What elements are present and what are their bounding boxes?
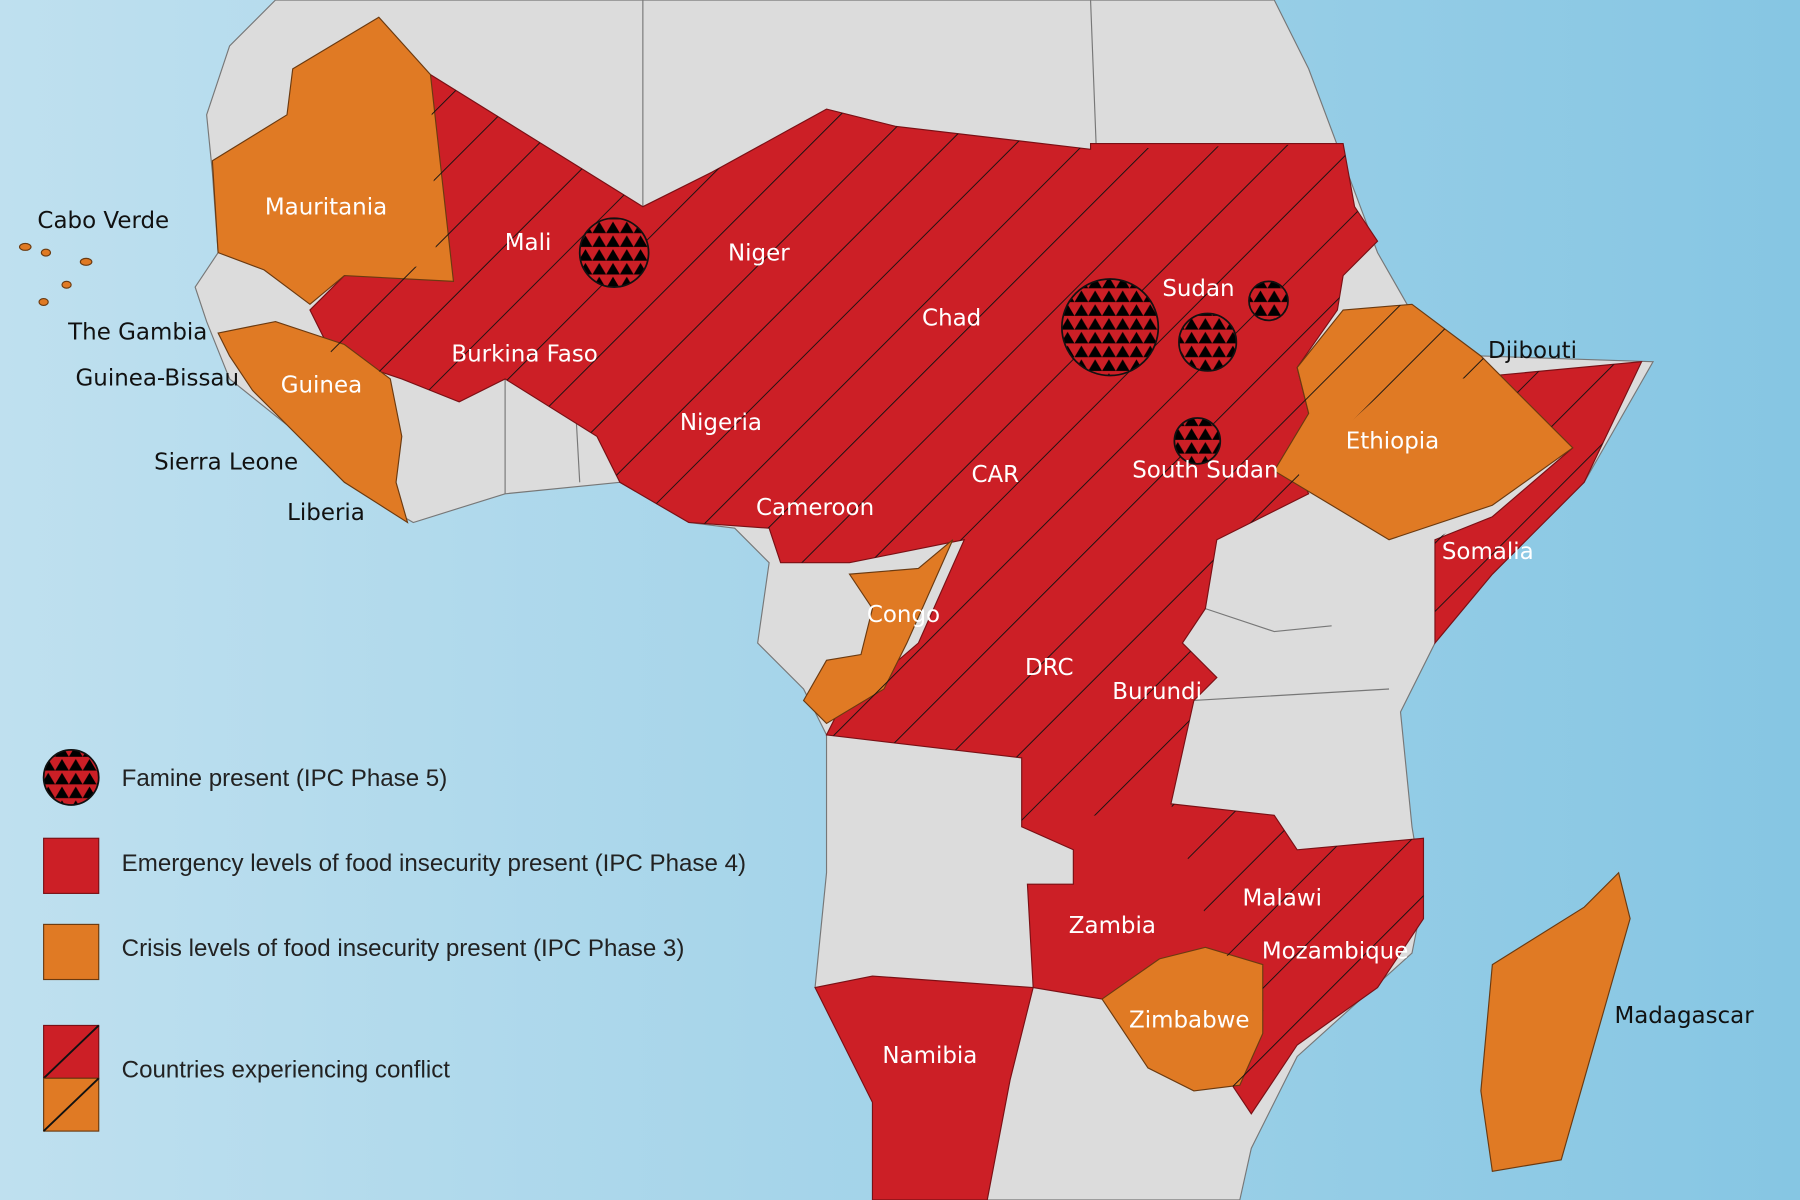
famine-marker bbox=[1061, 278, 1160, 377]
country-label: Chad bbox=[922, 306, 981, 332]
country-label: Burkina Faso bbox=[451, 341, 597, 367]
land-lines bbox=[504, 0, 1390, 702]
country-labels: Cabo Verde The Gambia Guinea-Bissau Sier… bbox=[37, 194, 1754, 1069]
legend-hatch bbox=[42, 1077, 100, 1132]
country-label: Somalia bbox=[1442, 539, 1534, 565]
country-label: Zimbabwe bbox=[1129, 1007, 1250, 1033]
country-label: Zambia bbox=[1069, 913, 1156, 939]
country-label: Burundi bbox=[1112, 679, 1202, 705]
legend-emergency-swatch bbox=[43, 837, 100, 894]
country-label: The Gambia bbox=[67, 320, 207, 346]
country-label: Malawi bbox=[1243, 886, 1322, 912]
conflict-hatch bbox=[309, 74, 1642, 1114]
country-label: Mali bbox=[505, 230, 552, 256]
legend-label: Famine present (IPC Phase 5) bbox=[122, 765, 448, 792]
legend-label: Crisis levels of food insecurity present… bbox=[122, 935, 685, 962]
country-label: Niger bbox=[728, 240, 790, 266]
country-label: Congo bbox=[867, 602, 940, 628]
country-label: DRC bbox=[1025, 655, 1074, 681]
legend-famine-swatch bbox=[42, 748, 100, 806]
legend-hatch bbox=[42, 1024, 100, 1079]
country-label: Sierra Leone bbox=[154, 449, 298, 475]
country-label: Guinea-Bissau bbox=[75, 365, 239, 391]
country-label: Namibia bbox=[882, 1043, 977, 1069]
country-label: Sudan bbox=[1162, 276, 1234, 302]
legend-label: Countries experiencing conflict bbox=[122, 1057, 451, 1084]
islands bbox=[18, 242, 93, 307]
country-label: South Sudan bbox=[1132, 457, 1278, 483]
famine-marker bbox=[1173, 417, 1222, 465]
famine-markers bbox=[578, 217, 1289, 465]
country-label: Cabo Verde bbox=[37, 208, 169, 234]
famine-marker bbox=[1178, 312, 1238, 372]
famine-marker bbox=[578, 217, 650, 288]
country-label: Mauritania bbox=[265, 194, 387, 220]
country-label: Guinea bbox=[281, 372, 362, 398]
country-label: Ethiopia bbox=[1346, 429, 1439, 455]
famine-marker bbox=[1248, 280, 1289, 322]
country-label: Nigeria bbox=[680, 410, 762, 436]
country-label: Madagascar bbox=[1614, 1003, 1754, 1029]
legend: Famine present (IPC Phase 5) Emergency l… bbox=[42, 748, 746, 1132]
country-label: CAR bbox=[971, 462, 1019, 488]
country-label: Liberia bbox=[287, 500, 365, 526]
country-label: Djibouti bbox=[1488, 338, 1577, 364]
legend-crisis-swatch bbox=[43, 923, 100, 981]
legend-label: Emergency levels of food insecurity pres… bbox=[122, 850, 746, 877]
country-label: Cameroon bbox=[756, 495, 874, 521]
country-label: Mozambique bbox=[1262, 938, 1408, 964]
